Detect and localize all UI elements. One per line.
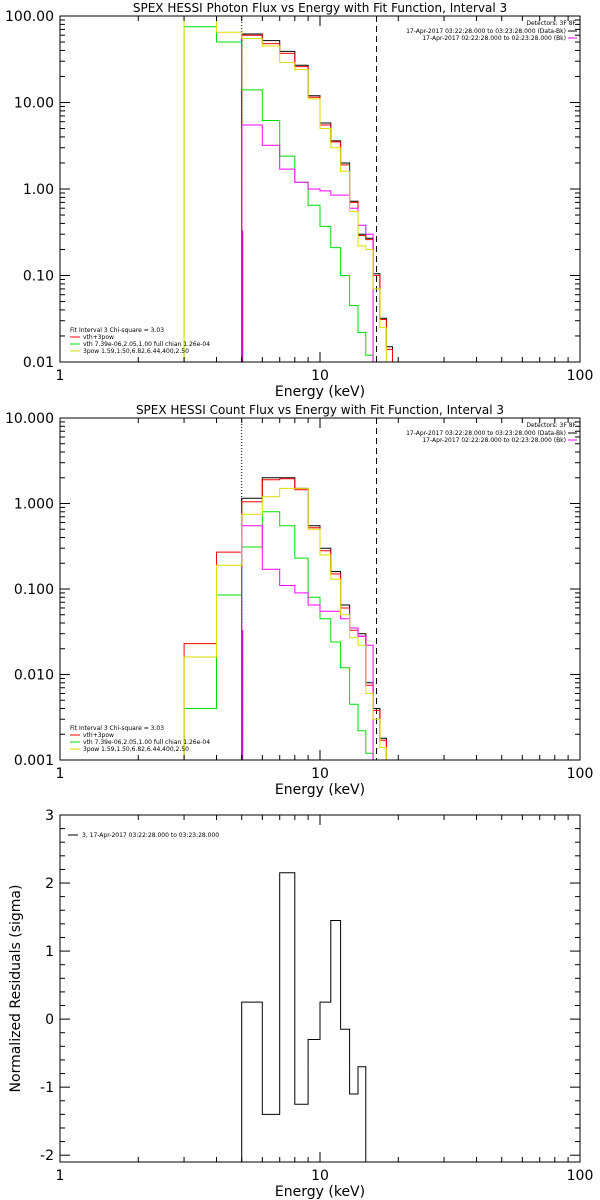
legend-label: 17-Apr-2017 03:22:28.000 to 03:23:28.000… <box>406 430 566 437</box>
x-tick-label: 100 <box>567 368 594 384</box>
plot-frame <box>59 814 581 1163</box>
x-tick-label: 100 <box>567 766 594 782</box>
legend-label: vth 7.39e-06,2.05,1.00 full chian 1.26e-… <box>83 341 210 348</box>
x-tick-label: 10 <box>311 1168 329 1184</box>
legend-header: Detectors: 3F 8F <box>526 422 576 429</box>
legend-header: Detectors: 3F 8F <box>526 20 576 27</box>
y-tick-label: 3 <box>45 808 54 824</box>
y-tick-label: 10.00 <box>14 96 54 112</box>
y-tick-label: -1 <box>40 1080 54 1096</box>
x-axis-label: Energy (keV) <box>275 384 365 400</box>
chart-title: SPEX HESSI Count Flux vs Energy with Fit… <box>136 403 504 417</box>
legend-header: Fit Interval 3 Chi-square = 3.03 <box>70 725 164 732</box>
y-tick-label: 1.000 <box>14 497 54 513</box>
legend-label: 3pow 1.59,1.50,6.82,6.44,400,2.50 <box>83 348 189 355</box>
y-tick-label: 2 <box>45 876 54 892</box>
x-axis-label: Energy (keV) <box>275 782 365 798</box>
legend-label: 3, 17-Apr-2017 03:22:28.000 to 03:23:28.… <box>82 832 219 839</box>
series-group <box>241 872 367 1162</box>
y-tick-label: 0.01 <box>23 355 54 371</box>
chart-title: SPEX HESSI Photon Flux vs Energy with Fi… <box>133 1 507 15</box>
legend-left: Fit Interval 3 Chi-square = 3.03vth+3pow… <box>70 327 210 355</box>
legend-header: Fit Interval 3 Chi-square = 3.03 <box>70 327 164 334</box>
series-line-4 <box>241 124 374 362</box>
y-axis-label: Normalized Residuals (sigma) <box>8 885 24 1093</box>
legend-label: 3pow 1.59,1.50,6.82,6.44,400,2.50 <box>83 746 189 753</box>
x-tick-label: 10 <box>311 766 329 782</box>
series-line-4 <box>241 525 374 760</box>
series-line-1 <box>241 33 393 362</box>
y-tick-label: 10.000 <box>5 411 54 427</box>
y-tick-label: 0.010 <box>14 668 54 684</box>
legend-label: vth+3pow <box>83 732 114 739</box>
chart-panel-1: SPEX HESSI Photon Flux vs Energy with Fi… <box>5 1 593 400</box>
x-tick-label: 1 <box>56 368 65 384</box>
legend-label: vth 7.39e-06,2.05,1.00 full chian 1.26e-… <box>83 739 210 746</box>
y-tick-label: 0 <box>45 1012 54 1028</box>
x-tick-label: 1 <box>56 1168 65 1184</box>
series-line-3 <box>183 511 374 760</box>
x-tick-label: 100 <box>567 1168 594 1184</box>
series-line-5 <box>183 16 393 362</box>
legend-left: 3, 17-Apr-2017 03:22:28.000 to 03:23:28.… <box>68 832 219 839</box>
series-line-2 <box>183 478 387 760</box>
y-tick-label: 0.100 <box>14 582 54 598</box>
y-tick-label: -2 <box>40 1148 54 1164</box>
legend-left: Fit Interval 3 Chi-square = 3.03vth+3pow… <box>70 725 210 753</box>
chart-panel-3: 1 10 100 -2 -1 0 1 2 3 Energy (keV) Normalized Res… <box>8 808 593 1200</box>
x-axis-label: Energy (keV) <box>275 1184 365 1200</box>
chart-panel-2: SPEX HESSI Count Flux vs Energy with Fit… <box>5 403 593 798</box>
x-tick-label: 10 <box>311 368 329 384</box>
series-line-3 <box>183 26 380 362</box>
y-tick-label: 1.00 <box>23 182 54 198</box>
plot-frame <box>59 417 581 761</box>
legend-label: 17-Apr-2017 03:22:28.000 to 03:23:28.000… <box>406 28 566 35</box>
y-tick-label: 1 <box>45 944 54 960</box>
y-tick-label: 0.001 <box>14 753 54 769</box>
series-line-5 <box>183 487 387 760</box>
legend-label: 17-Apr-2017 02:22:28.000 to 02:23:28.000… <box>422 35 566 42</box>
series-group <box>183 477 387 760</box>
y-tick-label: 0.10 <box>23 269 54 285</box>
series-line-1 <box>241 872 367 1162</box>
x-tick-label: 1 <box>56 766 65 782</box>
series-line-2 <box>241 34 393 362</box>
series-line-1 <box>241 477 387 760</box>
series-group <box>183 16 393 362</box>
legend-label: 17-Apr-2017 02:22:28.000 to 02:23:28.000… <box>422 437 566 444</box>
y-tick-label: 100.00 <box>5 9 54 25</box>
legend-label: vth+3pow <box>83 334 114 341</box>
